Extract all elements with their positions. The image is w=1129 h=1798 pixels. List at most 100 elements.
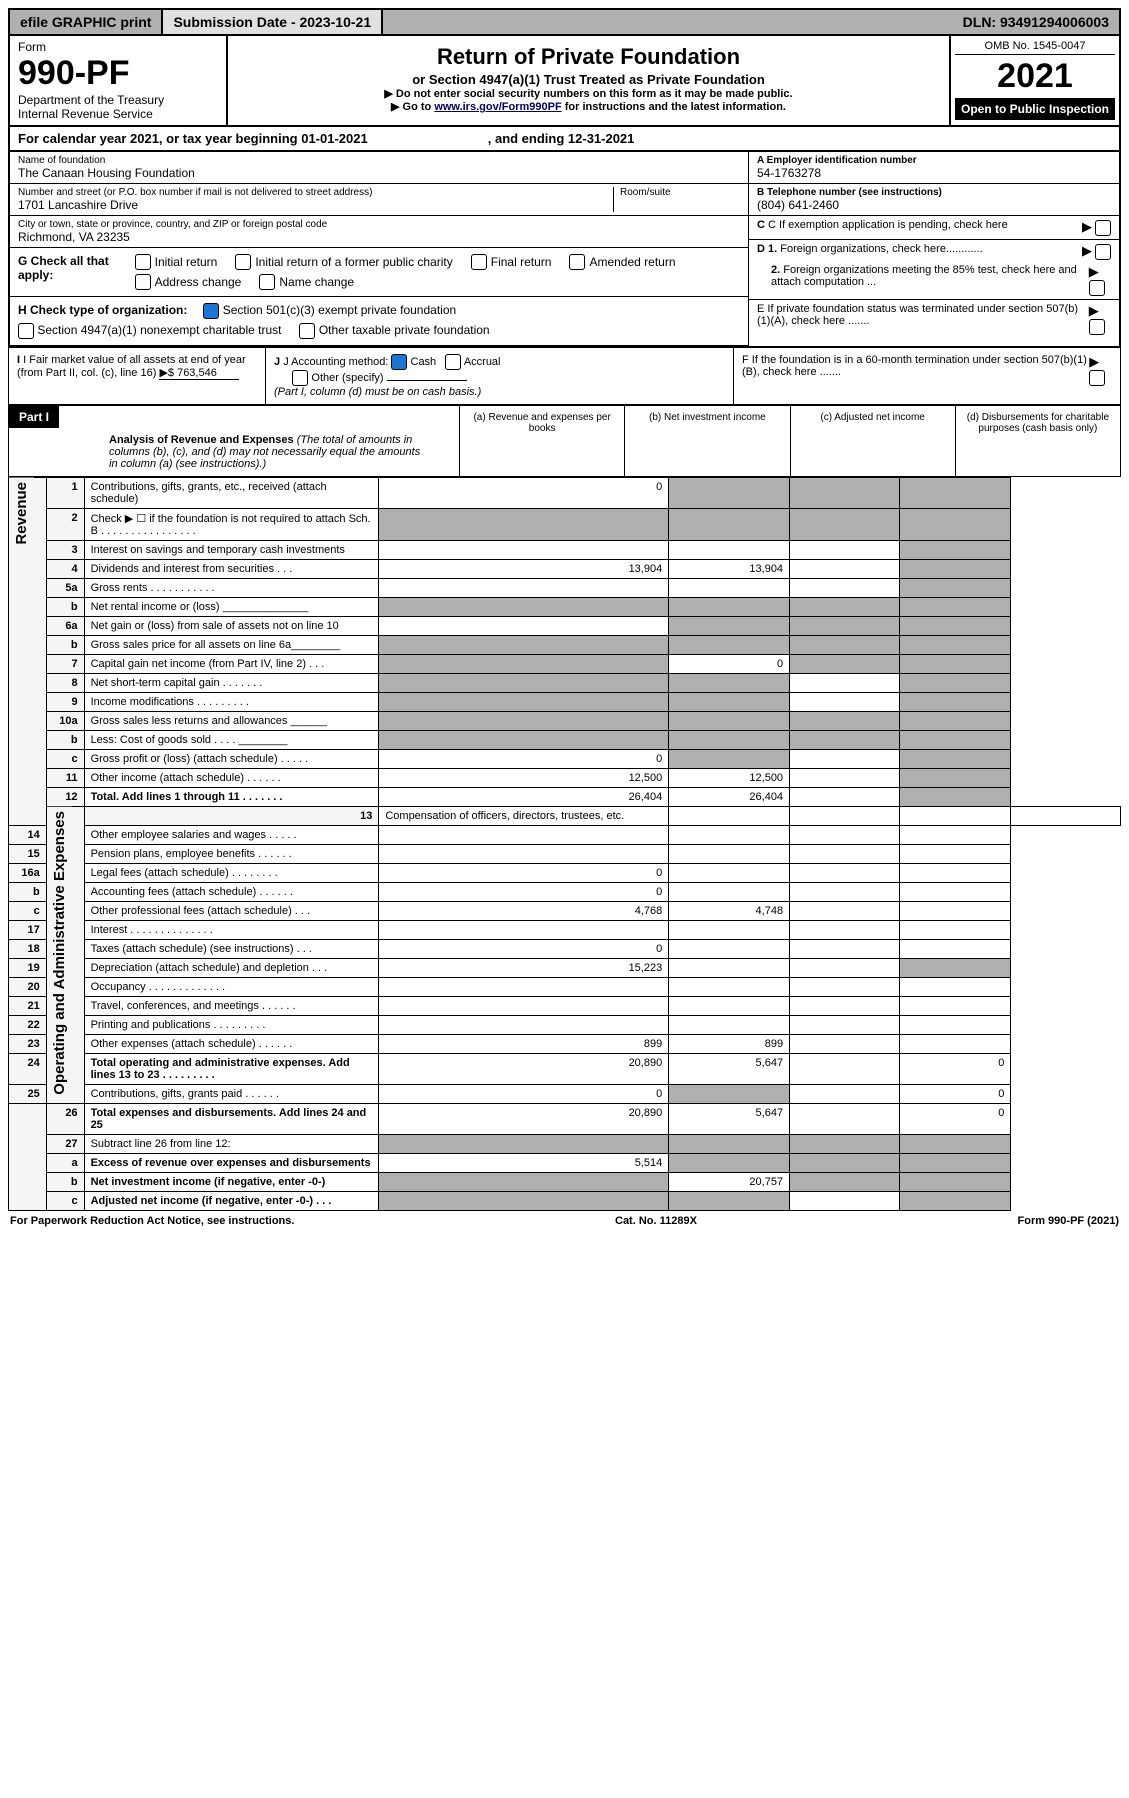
checkbox-icon[interactable] xyxy=(135,274,151,290)
col-a-header: (a) Revenue and expenses per books xyxy=(459,406,624,476)
form-subtitle: or Section 4947(a)(1) Trust Treated as P… xyxy=(234,72,943,87)
table-row: 8Net short-term capital gain . . . . . .… xyxy=(9,674,1121,693)
form-label: Form xyxy=(18,40,218,54)
table-row: 6aNet gain or (loss) from sale of assets… xyxy=(9,617,1121,636)
checkbox-icon[interactable] xyxy=(259,274,275,290)
info-left: Name of foundation The Canaan Housing Fo… xyxy=(10,152,748,346)
omb-number: OMB No. 1545-0047 xyxy=(955,40,1115,55)
checkbox-icon[interactable] xyxy=(569,254,585,270)
table-row: 27Subtract line 26 from line 12: xyxy=(9,1135,1121,1154)
dept-2: Internal Revenue Service xyxy=(18,107,218,121)
checkbox-icon[interactable] xyxy=(1089,370,1105,386)
table-row: bNet rental income or (loss) ___________… xyxy=(9,598,1121,617)
checkbox-icon[interactable] xyxy=(391,354,407,370)
table-row: 20Occupancy . . . . . . . . . . . . . xyxy=(9,978,1121,997)
checkbox-icon[interactable] xyxy=(18,323,34,339)
header-left: Form 990-PF Department of the Treasury I… xyxy=(10,36,228,125)
table-row: 18Taxes (attach schedule) (see instructi… xyxy=(9,940,1121,959)
table-row: Operating and Administrative Expenses 13… xyxy=(9,807,1121,826)
footer-mid: Cat. No. 11289X xyxy=(615,1215,697,1227)
checkbox-icon[interactable] xyxy=(471,254,487,270)
table-row: 4Dividends and interest from securities … xyxy=(9,560,1121,579)
table-row: 10aGross sales less returns and allowanc… xyxy=(9,712,1121,731)
section-i: I I Fair market value of all assets at e… xyxy=(9,348,266,404)
table-row: 12Total. Add lines 1 through 11 . . . . … xyxy=(9,788,1121,807)
info-right: A Employer identification number 54-1763… xyxy=(748,152,1119,346)
table-row: 2Check ▶ ☐ if the foundation is not requ… xyxy=(9,509,1121,541)
checkbox-icon[interactable] xyxy=(292,370,308,386)
table-row: 7Capital gain net income (from Part IV, … xyxy=(9,655,1121,674)
checkbox-icon[interactable] xyxy=(235,254,251,270)
checkbox-icon[interactable] xyxy=(1089,319,1105,335)
checkbox-icon[interactable] xyxy=(1089,280,1105,296)
footer: For Paperwork Reduction Act Notice, see … xyxy=(8,1211,1121,1231)
table-row: cAdjusted net income (if negative, enter… xyxy=(9,1192,1121,1211)
ijf-row: I I Fair market value of all assets at e… xyxy=(8,348,1121,405)
table-row: 23Other expenses (attach schedule) . . .… xyxy=(9,1035,1121,1054)
table-row: bAccounting fees (attach schedule) . . .… xyxy=(9,883,1121,902)
table-row: 21Travel, conferences, and meetings . . … xyxy=(9,997,1121,1016)
cal-year-ending: , and ending 12-31-2021 xyxy=(488,131,635,146)
table-row: 14Other employee salaries and wages . . … xyxy=(9,826,1121,845)
city-cell: City or town, state or province, country… xyxy=(10,216,748,248)
part1-header: Part I Analysis of Revenue and Expenses … xyxy=(8,405,1121,477)
checkbox-icon[interactable] xyxy=(1095,244,1111,260)
form-number: 990-PF xyxy=(18,54,218,93)
info-grid: Name of foundation The Canaan Housing Fo… xyxy=(8,152,1121,348)
inspection-badge: Open to Public Inspection xyxy=(955,98,1115,120)
col-c-header: (c) Adjusted net income xyxy=(790,406,955,476)
irs-link[interactable]: www.irs.gov/Form990PF xyxy=(434,101,561,113)
tax-year: 2021 xyxy=(955,57,1115,96)
table-row: 16aLegal fees (attach schedule) . . . . … xyxy=(9,864,1121,883)
col-b-header: (b) Net investment income xyxy=(624,406,789,476)
table-row: cOther professional fees (attach schedul… xyxy=(9,902,1121,921)
table-row: 22Printing and publications . . . . . . … xyxy=(9,1016,1121,1035)
checkbox-icon[interactable] xyxy=(299,323,315,339)
table-row: bLess: Cost of goods sold . . . . ______… xyxy=(9,731,1121,750)
table-row: bGross sales price for all assets on lin… xyxy=(9,636,1121,655)
instr-1: ▶ Do not enter social security numbers o… xyxy=(234,87,943,100)
footer-left: For Paperwork Reduction Act Notice, see … xyxy=(10,1215,294,1227)
g-check-row: G Check all that apply: Initial return I… xyxy=(10,248,748,297)
efile-label: efile GRAPHIC print xyxy=(10,10,163,34)
d-cell: D 1. Foreign organizations, check here..… xyxy=(749,240,1119,300)
table-row: 17Interest . . . . . . . . . . . . . . xyxy=(9,921,1121,940)
c-cell: C C If exemption application is pending,… xyxy=(749,216,1119,240)
phone-cell: B Telephone number (see instructions) (8… xyxy=(749,184,1119,216)
table-row: 5aGross rents . . . . . . . . . . . xyxy=(9,579,1121,598)
table-row: cGross profit or (loss) (attach schedule… xyxy=(9,750,1121,769)
footer-right: Form 990-PF (2021) xyxy=(1018,1215,1119,1227)
e-cell: E If private foundation status was termi… xyxy=(749,300,1119,338)
table-row: 15Pension plans, employee benefits . . .… xyxy=(9,845,1121,864)
checkbox-icon[interactable] xyxy=(135,254,151,270)
header-center: Return of Private Foundation or Section … xyxy=(228,36,949,125)
table-row: 26Total expenses and disbursements. Add … xyxy=(9,1104,1121,1135)
form-title: Return of Private Foundation xyxy=(234,44,943,70)
section-j: J J Accounting method: Cash Accrual Othe… xyxy=(266,348,734,404)
form-header: Form 990-PF Department of the Treasury I… xyxy=(8,36,1121,127)
col-d-header: (d) Disbursements for charitable purpose… xyxy=(955,406,1120,476)
part-label: Part I xyxy=(9,406,59,428)
table-row: Revenue 1Contributions, gifts, grants, e… xyxy=(9,478,1121,509)
table-row: 11Other income (attach schedule) . . . .… xyxy=(9,769,1121,788)
g-options: Initial return Initial return of a forme… xyxy=(135,254,740,290)
table-row: 19Depreciation (attach schedule) and dep… xyxy=(9,959,1121,978)
instr-2: ▶ Go to www.irs.gov/Form990PF for instru… xyxy=(234,100,943,113)
ein-cell: A Employer identification number 54-1763… xyxy=(749,152,1119,184)
calendar-year-row: For calendar year 2021, or tax year begi… xyxy=(8,127,1121,152)
table-row: 24Total operating and administrative exp… xyxy=(9,1054,1121,1085)
ledger-table: Revenue 1Contributions, gifts, grants, e… xyxy=(8,477,1121,1211)
checkbox-icon[interactable] xyxy=(445,354,461,370)
cal-year-text: For calendar year 2021, or tax year begi… xyxy=(18,131,368,146)
section-f: F If the foundation is in a 60-month ter… xyxy=(734,348,1120,404)
top-bar: efile GRAPHIC print Submission Date - 20… xyxy=(8,8,1121,36)
header-right: OMB No. 1545-0047 2021 Open to Public In… xyxy=(949,36,1119,125)
checkbox-icon[interactable] xyxy=(1095,220,1111,236)
h-check-row: H Check type of organization: Section 50… xyxy=(10,297,748,346)
submission-date: Submission Date - 2023-10-21 xyxy=(163,10,383,34)
table-row: 9Income modifications . . . . . . . . . xyxy=(9,693,1121,712)
table-row: aExcess of revenue over expenses and dis… xyxy=(9,1154,1121,1173)
checkbox-icon[interactable] xyxy=(203,303,219,319)
foundation-name-cell: Name of foundation The Canaan Housing Fo… xyxy=(10,152,748,184)
table-row: bNet investment income (if negative, ent… xyxy=(9,1173,1121,1192)
